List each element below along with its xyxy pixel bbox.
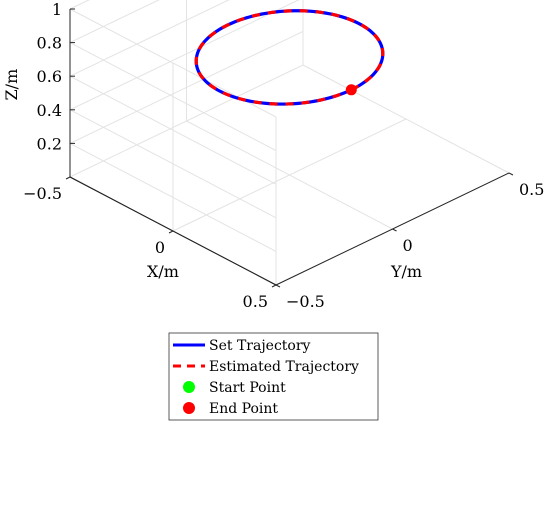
legend-end-swatch [183, 402, 195, 414]
wall-grid-line [69, 0, 160, 44]
end-point-marker [345, 84, 357, 96]
legend-end-label: End Point [209, 401, 278, 417]
x-axis-label: X/m [147, 262, 179, 281]
floor-grid-line [186, 120, 393, 230]
y-tick-mark [275, 284, 281, 288]
grid-lines [69, 0, 510, 286]
z-tick-label: 0.2 [37, 134, 62, 153]
legend-box [168, 332, 379, 421]
x-tick-label: 0.5 [243, 292, 268, 311]
wall-grid-line [69, 75, 277, 185]
wall-grid-line [69, 30, 304, 144]
x-tick-mark [271, 284, 277, 288]
x-tick-mark [168, 230, 174, 234]
z-tick-label: 0.8 [37, 34, 62, 53]
legend-start-label: Start Point [209, 380, 286, 396]
x-tick-mark [65, 176, 71, 180]
y-tick-label: −0.5 [286, 292, 325, 311]
legend-start-swatch [183, 381, 195, 393]
legend: Set Trajectory Estimated Trajectory Star… [168, 332, 379, 421]
z-tick-label: 1 [52, 0, 62, 19]
x-tick-label: 0 [155, 238, 165, 257]
axes [65, 8, 514, 288]
wall-grid-line [69, 109, 277, 219]
z-axis-label: Z/m [2, 69, 21, 101]
estimated-trajectory-line [194, 9, 385, 106]
y-tick-label: 0.5 [519, 180, 544, 199]
floor-grid-line [302, 64, 510, 174]
series [194, 9, 385, 106]
wall-grid-line [69, 0, 300, 111]
y-tick-mark [392, 228, 397, 232]
y-tick-label: 0 [403, 236, 413, 255]
wall-grid-line [69, 42, 277, 152]
z-tick-label: 0.6 [37, 67, 62, 86]
legend-estimated-label: Estimated Trajectory [209, 359, 359, 375]
x-tick-label: −0.5 [23, 184, 62, 203]
wall-grid-line [69, 0, 230, 77]
y-tick-mark [508, 172, 514, 176]
tick-labels: −0.5 0 0.5 −0.5 0 0.5 0.2 0.4 0.6 0.8 1 [23, 0, 544, 311]
z-tick-label: 0.4 [37, 101, 62, 120]
wall-grid-line [69, 142, 277, 252]
legend-set-label: Set Trajectory [209, 338, 311, 354]
y-axis-label: Y/m [390, 262, 422, 281]
